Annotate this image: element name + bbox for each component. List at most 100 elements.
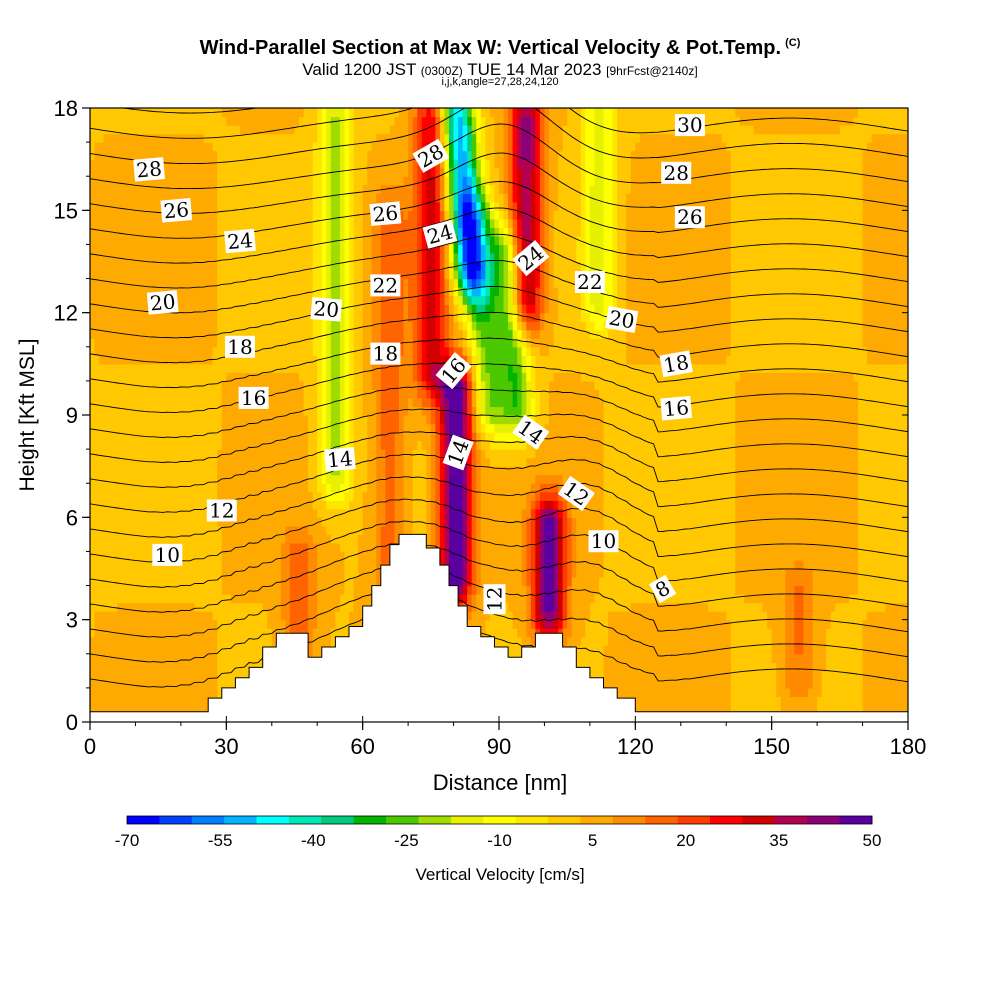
velocity-cell [139, 551, 146, 561]
velocity-cell [276, 372, 282, 382]
velocity-cell [144, 585, 150, 595]
velocity-cell [149, 150, 155, 160]
velocity-cell [289, 508, 296, 518]
velocity-cell [112, 210, 118, 220]
velocity-cell [280, 380, 287, 391]
velocity-cell [376, 116, 382, 126]
velocity-cell [376, 159, 382, 169]
velocity-cell [158, 466, 164, 476]
velocity-cell [230, 295, 237, 305]
velocity-cell [149, 491, 155, 501]
velocity-cell [108, 125, 114, 135]
velocity-cell [267, 176, 273, 186]
velocity-cell [130, 602, 137, 612]
velocity-cell [326, 432, 332, 442]
velocity-cell [308, 611, 314, 621]
velocity-cell [180, 534, 187, 544]
velocity-cell [280, 466, 287, 476]
velocity-cell [90, 585, 96, 595]
velocity-cell [276, 423, 282, 433]
velocity-cell [289, 270, 296, 280]
velocity-cell [244, 653, 250, 663]
velocity-cell [258, 270, 264, 280]
velocity-cell [349, 133, 355, 143]
velocity-cell [130, 193, 137, 203]
velocity-cell [212, 415, 218, 425]
velocity-cell [199, 662, 205, 672]
velocity-cell [217, 363, 223, 373]
velocity-cell [230, 517, 237, 527]
velocity-cell [189, 687, 196, 698]
velocity-cell [380, 397, 386, 408]
velocity-cell [353, 261, 359, 271]
velocity-cell [235, 602, 241, 612]
velocity-cell [117, 551, 123, 561]
velocity-cell [399, 312, 405, 322]
velocity-cell [203, 355, 209, 365]
velocity-cell [135, 653, 141, 663]
velocity-cell [339, 108, 346, 118]
velocity-cell [112, 235, 118, 246]
velocity-cell [221, 116, 227, 126]
velocity-cell [203, 184, 209, 194]
velocity-cell [280, 415, 287, 425]
velocity-cell [326, 389, 332, 399]
velocity-cell [294, 346, 300, 356]
velocity-cell [203, 150, 209, 160]
velocity-cell [371, 500, 377, 510]
velocity-cell [308, 108, 314, 118]
velocity-cell [130, 517, 137, 527]
velocity-cell [189, 227, 196, 237]
velocity-cell [285, 321, 291, 331]
velocity-cell [139, 389, 146, 399]
velocity-cell [326, 218, 332, 228]
velocity-cell [185, 304, 191, 314]
velocity-cell [339, 423, 346, 433]
velocity-cell [258, 193, 264, 203]
velocity-cell [194, 346, 200, 356]
velocity-cell [362, 287, 368, 297]
velocity-cell [139, 628, 146, 638]
velocity-cell [289, 423, 296, 433]
velocity-cell [176, 244, 182, 254]
velocity-cell [162, 594, 168, 604]
velocity-cell [180, 235, 187, 246]
velocity-cell [289, 142, 296, 152]
velocity-cell [308, 457, 314, 467]
velocity-cell [280, 150, 287, 160]
velocity-cell [271, 466, 277, 476]
velocity-cell [103, 355, 109, 365]
velocity-cell [112, 261, 118, 271]
velocity-cell [349, 201, 355, 211]
velocity-cell [385, 423, 391, 433]
velocity-cell [358, 594, 364, 604]
velocity-cell [126, 466, 132, 476]
velocity-cell [344, 619, 350, 629]
velocity-cell [376, 457, 382, 467]
velocity-cell [144, 227, 150, 237]
velocity-cell [258, 244, 264, 254]
velocity-cell [112, 397, 118, 408]
velocity-cell [317, 278, 323, 288]
velocity-cell [285, 312, 291, 322]
velocity-cell [221, 397, 227, 408]
velocity-cell [103, 500, 109, 510]
velocity-cell [135, 125, 141, 135]
velocity-cell [130, 116, 137, 126]
velocity-cell [289, 585, 296, 595]
velocity-cell [208, 252, 214, 263]
velocity-cell [262, 108, 268, 118]
velocity-cell [253, 423, 259, 433]
velocity-cell [353, 108, 359, 118]
velocity-cell [126, 321, 132, 331]
velocity-cell [112, 321, 118, 331]
velocity-cell [94, 108, 100, 118]
velocity-cell [308, 218, 314, 228]
velocity-cell [208, 423, 214, 433]
velocity-cell [280, 108, 287, 118]
velocity-cell [239, 142, 246, 152]
velocity-cell [167, 270, 173, 280]
velocity-cell [326, 278, 332, 288]
velocity-cell [203, 415, 209, 425]
velocity-cell [312, 227, 318, 237]
